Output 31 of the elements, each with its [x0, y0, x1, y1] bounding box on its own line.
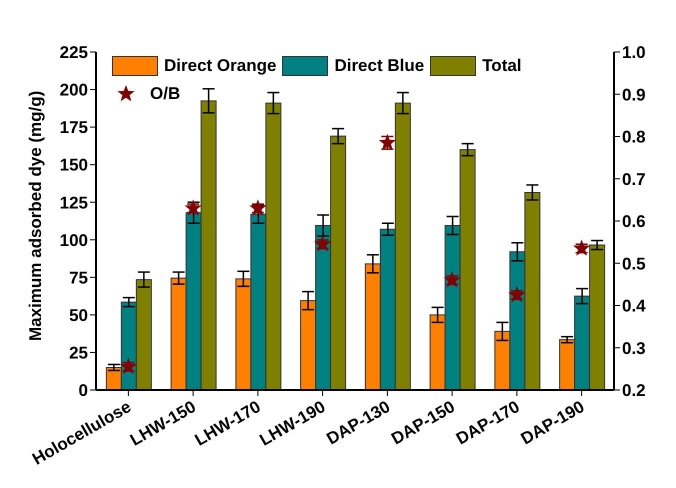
- y2-tick-label: 0.4: [622, 296, 646, 316]
- point: [314, 235, 332, 252]
- y2-tick-label: 1.0: [622, 43, 646, 62]
- y2-tick-label: 0.7: [622, 170, 646, 189]
- point: [120, 358, 137, 374]
- y-tick-label: 150: [60, 156, 88, 175]
- legend-label: Total: [482, 56, 522, 76]
- y-tick-label: 225: [60, 43, 88, 62]
- y-tick-label: 175: [60, 118, 88, 138]
- legend-label: Direct Orange: [164, 56, 276, 76]
- y-axis-title: Maximum adsorbed dye (mg/g): [26, 90, 46, 341]
- y-tick-label: 125: [60, 193, 88, 212]
- y2-tick-label: 0.8: [622, 128, 646, 147]
- point: [444, 271, 461, 288]
- point: [184, 199, 202, 216]
- y-tick-label: 0: [78, 381, 88, 400]
- y2-tick-label: 0.5: [622, 254, 646, 274]
- y2-tick-label: 0.3: [622, 338, 646, 358]
- y2-tick-label: 0.2: [622, 381, 646, 400]
- point: [573, 239, 590, 256]
- y2-tick-label: 0.6: [622, 212, 646, 232]
- point: [508, 286, 526, 302]
- y-tick-label: 25: [69, 343, 88, 362]
- y-tick-label: 200: [60, 80, 88, 100]
- y2-tick-label: 0.9: [622, 85, 646, 104]
- y-tick-label: 50: [69, 306, 88, 325]
- legend-label: Direct Blue: [334, 56, 424, 76]
- y-tick-label: 75: [69, 268, 88, 288]
- y-tick-label: 100: [60, 230, 88, 250]
- point: [249, 199, 266, 216]
- legend-label: O/B: [150, 84, 180, 104]
